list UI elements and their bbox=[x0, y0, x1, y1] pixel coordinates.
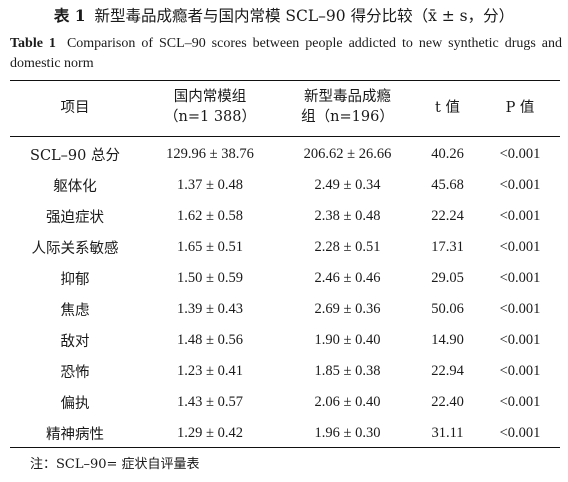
cell-item: 强迫症状 bbox=[46, 210, 104, 226]
cell-p: <0.001 bbox=[499, 146, 541, 162]
table-row: 偏执 1.43 ± 0.57 2.06 ± 0.40 22.40 <0.001 bbox=[10, 387, 560, 418]
cell-drug: 1.85 ± 0.38 bbox=[314, 363, 381, 379]
table-note: 注：SCL–90= 症状自评量表 bbox=[30, 457, 200, 472]
header-drug-line1: 新型毒品成瘾 bbox=[304, 89, 391, 105]
header-norm-group: 国内常模组 （n=1 388） bbox=[140, 87, 280, 127]
table-title-cn-text: 新型毒品成瘾者与国内常模 SCL–90 得分比较（x̄ ± s，分） bbox=[94, 7, 515, 25]
cell-t: 22.24 bbox=[431, 208, 464, 224]
cell-item: 敌对 bbox=[60, 334, 90, 350]
cell-t: 22.40 bbox=[431, 394, 464, 410]
table-title-cn: 表 1 新型毒品成瘾者与国内常模 SCL–90 得分比较（x̄ ± s，分） bbox=[0, 6, 568, 26]
cell-t: 31.11 bbox=[431, 425, 464, 441]
cell-drug: 1.96 ± 0.30 bbox=[314, 425, 381, 441]
cell-norm: 1.37 ± 0.48 bbox=[177, 177, 243, 193]
cell-item: 抑郁 bbox=[60, 272, 90, 288]
cell-t: 17.31 bbox=[431, 239, 464, 255]
cell-item: 焦虑 bbox=[60, 303, 90, 319]
header-drug-group: 新型毒品成瘾 组（n=196） bbox=[280, 87, 415, 127]
table-top-rule bbox=[10, 80, 560, 81]
table-row: 抑郁 1.50 ± 0.59 2.46 ± 0.46 29.05 <0.001 bbox=[10, 263, 560, 294]
cell-drug: 2.06 ± 0.40 bbox=[314, 394, 381, 410]
cell-p: <0.001 bbox=[499, 208, 541, 224]
cell-t: 22.94 bbox=[431, 363, 464, 379]
cell-item: 恐怖 bbox=[60, 365, 90, 381]
cell-norm: 129.96 ± 38.76 bbox=[166, 146, 254, 162]
cell-p: <0.001 bbox=[499, 425, 541, 441]
cell-p: <0.001 bbox=[499, 332, 541, 348]
cell-norm: 1.62 ± 0.58 bbox=[177, 208, 243, 224]
cell-norm: 1.50 ± 0.59 bbox=[177, 270, 243, 286]
cell-p: <0.001 bbox=[499, 239, 541, 255]
cell-item: 人际关系敏感 bbox=[31, 241, 119, 257]
cell-p: <0.001 bbox=[499, 363, 541, 379]
table-title-en: Table 1 Comparison of SCL–90 scores betw… bbox=[10, 34, 562, 74]
data-table-body: SCL–90 总分 129.96 ± 38.76 206.62 ± 26.66 40.… bbox=[10, 139, 560, 449]
cell-norm: 1.29 ± 0.42 bbox=[177, 425, 243, 441]
cell-t: 40.26 bbox=[431, 146, 464, 162]
cell-norm: 1.23 ± 0.41 bbox=[177, 363, 243, 379]
table-header-rule bbox=[10, 136, 560, 137]
table-row: 人际关系敏感 1.65 ± 0.51 2.28 ± 0.51 17.31 <0.001 bbox=[10, 232, 560, 263]
cell-p: <0.001 bbox=[499, 177, 541, 193]
cell-t: 29.05 bbox=[431, 270, 464, 286]
table-row: 精神病性 1.29 ± 0.42 1.96 ± 0.30 31.11 <0.001 bbox=[10, 418, 560, 449]
table-title-en-text: Comparison of SCL–90 scores between peop… bbox=[10, 36, 563, 71]
cell-norm: 1.65 ± 0.51 bbox=[177, 239, 243, 255]
cell-norm: 1.39 ± 0.43 bbox=[177, 301, 243, 317]
cell-t: 45.68 bbox=[431, 177, 464, 193]
table-bottom-rule bbox=[10, 447, 560, 448]
header-norm-line2: （n=1 388） bbox=[164, 109, 256, 125]
cell-item: SCL–90 总分 bbox=[30, 148, 120, 164]
cell-p: <0.001 bbox=[499, 394, 541, 410]
cell-drug: 2.69 ± 0.36 bbox=[314, 301, 381, 317]
table-row: SCL–90 总分 129.96 ± 38.76 206.62 ± 26.66 40.… bbox=[10, 139, 560, 170]
cell-norm: 1.48 ± 0.56 bbox=[177, 332, 243, 348]
table-row: 强迫症状 1.62 ± 0.58 2.38 ± 0.48 22.24 <0.001 bbox=[10, 201, 560, 232]
table-row: 恐怖 1.23 ± 0.41 1.85 ± 0.38 22.94 <0.001 bbox=[10, 356, 560, 387]
cell-item: 躯体化 bbox=[53, 179, 97, 195]
cell-t: 14.90 bbox=[431, 332, 464, 348]
cell-drug: 2.46 ± 0.46 bbox=[314, 270, 381, 286]
cell-drug: 2.49 ± 0.34 bbox=[314, 177, 381, 193]
cell-drug: 1.90 ± 0.40 bbox=[314, 332, 381, 348]
header-item: 项目 bbox=[60, 100, 90, 116]
table-row: 敌对 1.48 ± 0.56 1.90 ± 0.40 14.90 <0.001 bbox=[10, 325, 560, 356]
header-norm-line1: 国内常模组 bbox=[173, 89, 247, 105]
cell-drug: 2.28 ± 0.51 bbox=[314, 239, 381, 255]
cell-item: 偏执 bbox=[60, 396, 90, 412]
cell-item: 精神病性 bbox=[46, 427, 104, 443]
table-label-cn: 表 1 bbox=[53, 6, 86, 25]
cell-drug: 206.62 ± 26.66 bbox=[303, 146, 392, 162]
table-row: 焦虑 1.39 ± 0.43 2.69 ± 0.36 50.06 <0.001 bbox=[10, 294, 560, 325]
data-table: SCL–90 总分 129.96 ± 38.76 206.62 ± 26.66 40.… bbox=[10, 139, 560, 449]
header-drug-line2: 组（n=196） bbox=[301, 109, 394, 125]
table-label-en: Table 1 bbox=[10, 36, 56, 51]
header-p: P 值 bbox=[505, 100, 535, 116]
cell-norm: 1.43 ± 0.57 bbox=[177, 394, 243, 410]
cell-drug: 2.38 ± 0.48 bbox=[314, 208, 381, 224]
header-t: t 值 bbox=[435, 100, 460, 116]
cell-t: 50.06 bbox=[431, 301, 464, 317]
cell-p: <0.001 bbox=[499, 270, 541, 286]
table-row: 躯体化 1.37 ± 0.48 2.49 ± 0.34 45.68 <0.001 bbox=[10, 170, 560, 201]
cell-p: <0.001 bbox=[499, 301, 541, 317]
